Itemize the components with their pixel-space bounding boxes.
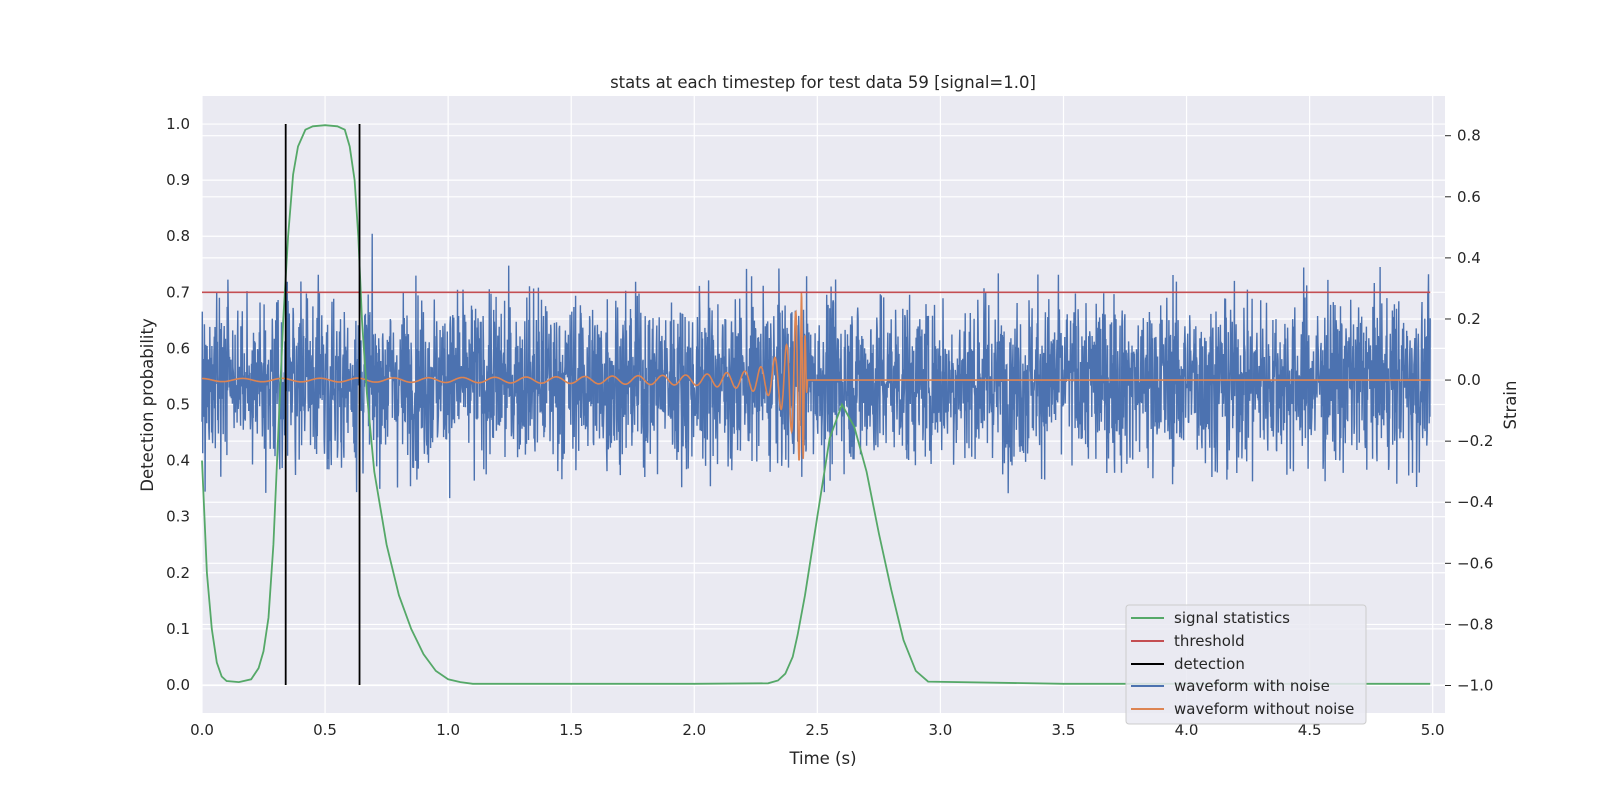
y-tick-label: 0.2	[166, 564, 190, 582]
y-right-axis-label: Strain	[1501, 381, 1520, 430]
legend: signal statistics threshold detection wa…	[1125, 604, 1367, 725]
x-tick-label: 2.0	[682, 721, 706, 739]
y-tick-label: 0.8	[166, 227, 190, 245]
series-layer	[201, 124, 1431, 685]
y-right-tick-label: 0.4	[1457, 249, 1481, 267]
x-tick-label: 0.0	[190, 721, 214, 739]
legend-label-threshold: threshold	[1174, 632, 1245, 650]
legend-label-waveform-without-noise: waveform without noise	[1174, 700, 1354, 718]
y-right-tick-label: 0.8	[1457, 127, 1481, 145]
x-axis-label: Time (s)	[788, 749, 856, 768]
x-tick-label: 1.0	[436, 721, 460, 739]
y-axis-label: Detection probability	[138, 318, 157, 492]
x-tick-label: 4.0	[1175, 721, 1199, 739]
series-waveform-with-noise	[201, 233, 1431, 499]
y-right-tick-label: −1.0	[1457, 677, 1493, 695]
legend-label-detection: detection	[1174, 655, 1245, 673]
y-tick-label: 0.0	[166, 676, 190, 694]
y-tick-label: 0.1	[166, 620, 190, 638]
y-right-tick-label: 0.0	[1457, 371, 1481, 389]
y-tick-label: 0.7	[166, 283, 190, 301]
x-tick-label: 0.5	[313, 721, 337, 739]
y-right-tick-label: 0.6	[1457, 188, 1481, 206]
y-right-tick-label: −0.2	[1457, 432, 1493, 450]
y-right-tick-label: −0.4	[1457, 493, 1493, 511]
y-tick-label: 0.3	[166, 508, 190, 526]
y-tick-label: 1.0	[166, 115, 190, 133]
chart-title: stats at each timestep for test data 59 …	[610, 73, 1036, 92]
x-tick-label: 2.5	[805, 721, 829, 739]
y-tick-label: 0.5	[166, 396, 190, 414]
y-right-tick-label: −0.8	[1457, 615, 1493, 633]
x-tick-label: 1.5	[559, 721, 583, 739]
series-signal-statistics	[201, 124, 1431, 685]
legend-label-waveform-with-noise: waveform with noise	[1174, 677, 1330, 695]
ticks-layer: 0.0 0.5 1.0 1.5 2.0 2.5 3.0 3.5 4.0 4.5 5.0 0.0 0.1 0…	[166, 115, 1493, 739]
x-tick-label: 3.0	[928, 721, 952, 739]
y-tick-label: 0.6	[166, 339, 190, 357]
y-right-tick-label: 0.2	[1457, 310, 1481, 328]
legend-box	[1125, 604, 1367, 725]
x-tick-label: 4.5	[1298, 721, 1322, 739]
series-waveform-without-noise	[202, 292, 1431, 461]
y-tick-label: 0.9	[166, 171, 190, 189]
x-tick-label: 3.5	[1052, 721, 1076, 739]
y-tick-label: 0.4	[166, 452, 190, 470]
x-tick-label: 5.0	[1421, 721, 1445, 739]
legend-label-signal-statistics: signal statistics	[1174, 609, 1290, 627]
y-right-tick-label: −0.6	[1457, 554, 1493, 572]
